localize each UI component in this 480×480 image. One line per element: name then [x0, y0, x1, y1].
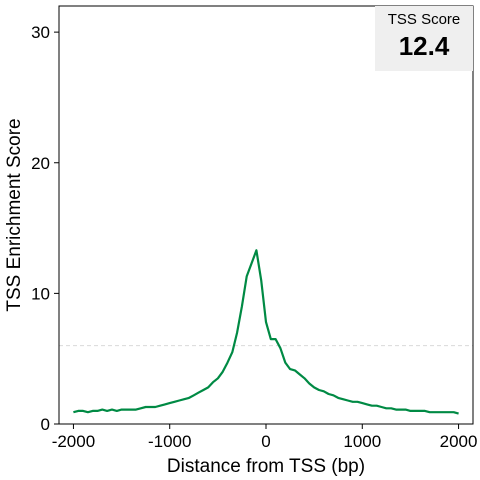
series-layer — [73, 249, 459, 415]
x-tick-label: -1000 — [148, 432, 191, 451]
y-axis: 0 10 20 30 — [31, 23, 59, 434]
x-axis: -2000 -1000 0 1000 2000 — [52, 424, 478, 451]
x-tick-label: -2000 — [52, 432, 95, 451]
tss-score-badge-background — [375, 6, 473, 71]
y-tick-label: 20 — [31, 154, 50, 173]
tss-score-value: 12.4 — [399, 31, 450, 61]
x-axis-title: Distance from TSS (bp) — [167, 456, 365, 477]
y-axis-title: TSS Enrichment Score — [4, 118, 25, 311]
x-tick-label: 1000 — [343, 432, 381, 451]
y-tick-label: 0 — [41, 415, 50, 434]
tss-score-badge: TSS Score 12.4 — [375, 6, 473, 71]
y-tick-label: 10 — [31, 284, 50, 303]
x-tick-label: 0 — [261, 432, 270, 451]
series-line-0 — [73, 249, 459, 415]
x-tick-label: 2000 — [440, 432, 478, 451]
y-tick-label: 30 — [31, 23, 50, 42]
tss-score-label: TSS Score — [388, 11, 461, 28]
